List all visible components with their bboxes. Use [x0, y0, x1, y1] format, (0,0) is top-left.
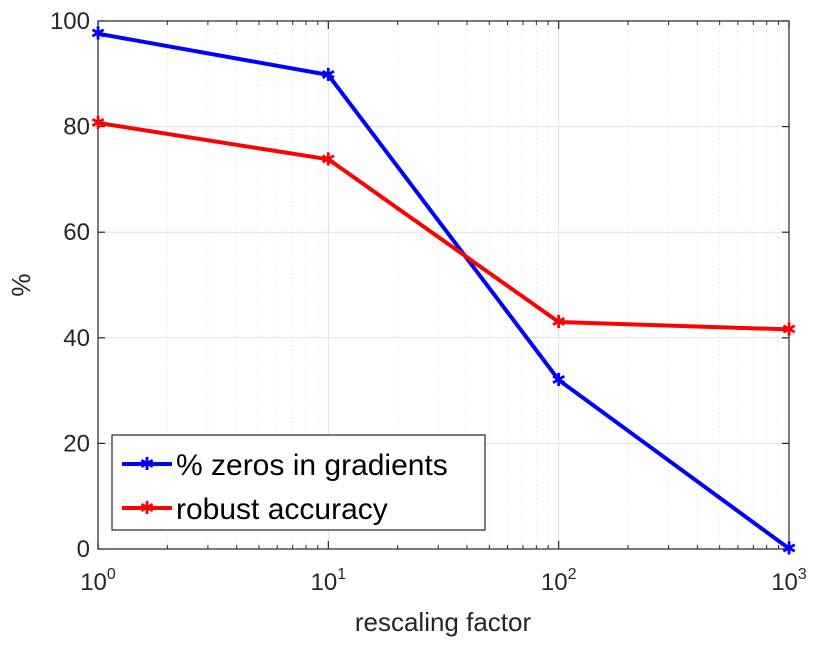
legend-marker-accuracy: ✱ — [139, 498, 154, 519]
y-tick-label: 60 — [63, 219, 90, 246]
data-point-marker: ✱ — [781, 319, 796, 340]
legend-label-accuracy: robust accuracy — [176, 493, 388, 526]
legend-box — [111, 434, 486, 531]
x-axis-title: rescaling factor — [355, 607, 532, 637]
grid — [98, 21, 789, 549]
legend: ✱ % zeros in gradients ✱ robust accuracy — [111, 434, 486, 531]
data-point-marker: ✱ — [551, 370, 566, 391]
series-line-1 — [97, 120, 790, 332]
x-tick-exponent: 2 — [568, 566, 577, 583]
x-tick-exponent: 0 — [107, 566, 116, 583]
y-tick-label: 40 — [63, 325, 90, 352]
y-tick-label: 100 — [50, 8, 90, 35]
y-tick-labels: 0 20 40 60 80 100 — [50, 8, 90, 563]
y-tick-label: 20 — [63, 430, 90, 457]
x-tick-label: 103 — [771, 566, 807, 596]
x-tick-label: 102 — [541, 566, 577, 596]
data-point-marker: ✱ — [781, 538, 796, 559]
legend-marker-zeros: ✱ — [139, 454, 154, 475]
x-tick-exponent: 3 — [798, 566, 807, 583]
y-tick-label: 0 — [77, 536, 90, 563]
data-point-marker: ✱ — [551, 312, 566, 333]
x-tick-label: 101 — [311, 566, 347, 596]
y-axis-title: % — [6, 273, 36, 296]
x-tick-base: 10 — [80, 569, 107, 596]
tick-marks — [97, 20, 790, 550]
legend-label-zeros: % zeros in gradients — [176, 449, 448, 482]
x-tick-exponent: 1 — [337, 566, 346, 583]
x-tick-base: 10 — [311, 569, 338, 596]
series-lines: ✱ ✱ ✱ ✱ ✱ ✱ ✱ ✱ — [90, 24, 796, 560]
x-tick-label: 100 — [80, 566, 116, 596]
data-point-marker: ✱ — [321, 149, 336, 170]
series-line-0 — [97, 31, 791, 551]
plot-frame — [97, 20, 790, 550]
x-tick-base: 10 — [771, 569, 798, 596]
data-point-marker: ✱ — [321, 65, 336, 86]
x-tick-labels: 100 101 102 103 — [80, 566, 807, 596]
data-point-marker: ✱ — [90, 113, 105, 134]
y-tick-label: 80 — [63, 114, 90, 141]
x-tick-base: 10 — [541, 569, 568, 596]
data-point-marker: ✱ — [90, 24, 105, 45]
